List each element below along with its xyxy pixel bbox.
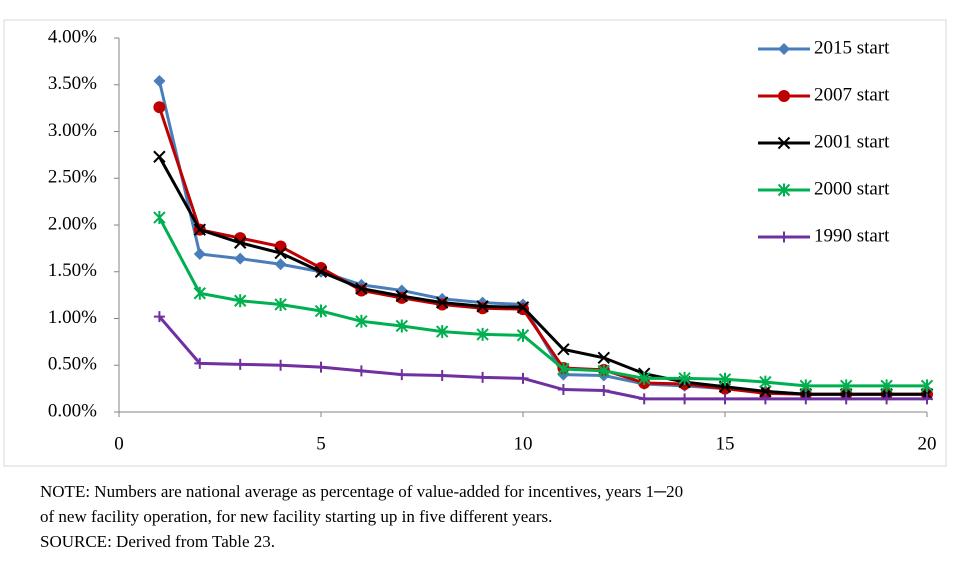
marker: [355, 314, 368, 328]
marker: [436, 370, 448, 382]
marker: [234, 358, 246, 370]
marker: [153, 101, 166, 114]
series-line: [157, 80, 927, 396]
note: NOTE: Numbers are national average as pe…: [40, 482, 683, 501]
marker: [839, 379, 853, 393]
marker: [557, 343, 570, 356]
note: SOURCE: Derived from Table 23.: [40, 532, 275, 551]
marker: [778, 90, 790, 102]
y-tick-label: 3.50%: [48, 73, 97, 94]
marker: [233, 294, 247, 308]
x-tick-label: 20: [918, 433, 937, 454]
y-tick-label: 4.00%: [48, 26, 97, 47]
marker: [597, 351, 611, 364]
marker: [355, 282, 368, 295]
marker: [153, 75, 166, 88]
marker: [477, 371, 489, 383]
marker: [597, 364, 611, 378]
marker: [759, 375, 772, 389]
chart-frame: [3, 19, 947, 467]
marker: [800, 393, 812, 405]
marker: [315, 361, 327, 373]
marker: [274, 246, 287, 260]
series-line: [158, 315, 927, 401]
marker: [678, 371, 691, 385]
marker: [314, 304, 328, 318]
marker: [718, 372, 732, 386]
marker: [516, 328, 530, 342]
marker: [638, 393, 650, 405]
marker: [435, 296, 449, 309]
x-tick-label: 10: [514, 433, 533, 454]
marker: [679, 393, 691, 405]
marker: [395, 289, 409, 303]
legend-label: 2015 start: [814, 37, 890, 58]
legend-label: 1990 start: [814, 225, 890, 246]
x-tick-label: 15: [716, 433, 735, 454]
y-tick-label: 2.00%: [48, 213, 97, 234]
marker: [476, 327, 489, 341]
marker: [233, 236, 247, 249]
x-tick-label: 5: [316, 433, 326, 454]
marker: [759, 385, 772, 398]
y-tick-label: 1.50%: [48, 260, 97, 281]
marker: [921, 393, 933, 405]
marker: [275, 359, 287, 371]
y-tick-label: 0.50%: [48, 354, 97, 375]
marker: [759, 393, 771, 405]
marker: [516, 301, 530, 314]
marker: [153, 311, 165, 323]
series-line: [158, 216, 927, 388]
marker: [598, 384, 610, 396]
marker: [476, 300, 489, 313]
y-tick-label: 3.00%: [48, 120, 97, 141]
marker: [777, 136, 791, 150]
legend-label: 2007 start: [814, 84, 890, 105]
legend-label: 2001 start: [814, 131, 890, 152]
marker: [557, 384, 569, 396]
marker: [517, 372, 529, 384]
series-line: [158, 156, 927, 396]
marker: [880, 379, 893, 393]
marker: [395, 319, 409, 333]
marker: [274, 297, 287, 311]
marker: [778, 231, 790, 243]
y-tick-label: 1.00%: [48, 307, 97, 328]
marker: [396, 369, 408, 381]
marker: [778, 43, 790, 55]
marker: [193, 286, 207, 300]
marker: [234, 252, 247, 265]
y-tick-label: 2.50%: [48, 167, 97, 188]
marker: [193, 223, 207, 236]
marker: [476, 302, 489, 315]
marker: [557, 362, 570, 376]
marker: [153, 211, 166, 225]
marker: [153, 150, 166, 163]
x-tick-label: 0: [114, 433, 124, 454]
marker: [777, 183, 791, 197]
marker: [840, 393, 852, 405]
legend-label: 2000 start: [814, 178, 890, 199]
marker: [881, 393, 893, 405]
marker: [637, 371, 651, 385]
marker: [314, 265, 328, 278]
marker: [719, 393, 731, 405]
marker: [920, 379, 934, 393]
marker: [193, 247, 206, 260]
marker: [799, 379, 813, 393]
marker: [194, 357, 206, 369]
marker: [274, 258, 287, 271]
marker: [435, 325, 449, 339]
note: of new facility operation, for new facil…: [40, 507, 552, 526]
marker: [355, 365, 367, 377]
y-tick-label: 0.00%: [48, 400, 97, 421]
